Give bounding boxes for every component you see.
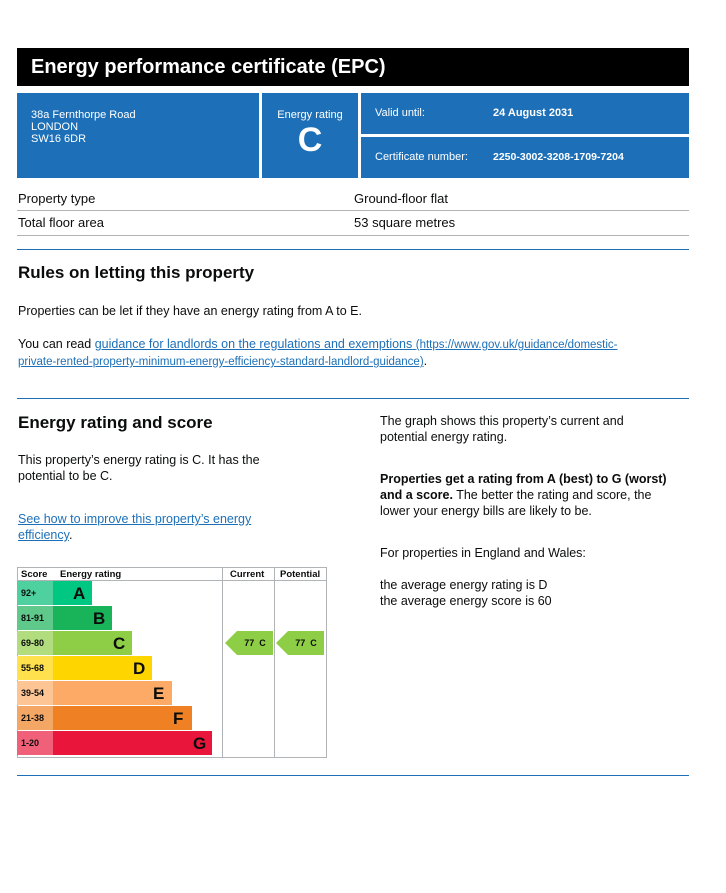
floor-area-label: Total floor area — [18, 215, 104, 230]
band-bar — [53, 581, 92, 605]
band-bar — [53, 606, 112, 630]
chart-header-line — [17, 580, 327, 581]
graph-explanation-line: The graph shows this property’s current … — [380, 414, 624, 428]
graph-explanation: The graph shows this property’s current … — [380, 413, 624, 445]
score-heading: Energy rating and score — [18, 413, 213, 432]
band-score-range: 81-91 — [17, 606, 53, 630]
graph-explanation-line: potential energy rating. — [380, 430, 508, 444]
section-divider — [17, 249, 689, 250]
property-type-label: Property type — [18, 191, 96, 206]
rating-explanation-text: lower your energy bills are likely to be… — [380, 504, 592, 518]
floor-area-value: 53 square metres — [354, 215, 456, 230]
band-bar — [53, 681, 172, 705]
guidance-link-text: guidance for landlords on the regulation… — [94, 337, 413, 351]
band-score-range: 1-20 — [17, 731, 53, 755]
band-score-range: 92+ — [17, 581, 53, 605]
england-wales-text: For properties in England and Wales: — [380, 546, 586, 560]
average-score-line: the average energy score is 60 — [380, 594, 552, 608]
certificate-number-value: 2250-3002-3208-1709-7204 — [493, 151, 624, 163]
divider — [17, 235, 689, 236]
certificate-number-label: Certificate number: — [375, 151, 468, 163]
letting-guidance-paragraph: You can read guidance for landlords on t… — [18, 336, 690, 370]
current-rating-arrow: 77 C — [225, 631, 273, 655]
guidance-link-continued[interactable]: private-rented-property-minimum-energy-e… — [18, 356, 424, 368]
energy-rating-letter: C — [297, 121, 323, 159]
valid-until-label: Valid until: — [375, 107, 425, 119]
chart-column-line — [274, 567, 275, 758]
potential-column-header: Potential — [280, 569, 321, 580]
band-bar — [53, 656, 152, 680]
band-score-range: 21-38 — [17, 706, 53, 730]
energy-rating-label: Energy rating — [277, 109, 343, 121]
current-rating-arrow-label: 77 C — [244, 638, 266, 648]
guidance-link-url: (https://www.gov.uk/guidance/domestic- — [415, 339, 618, 351]
score-paragraph-line: potential to be C. — [18, 469, 113, 483]
band-letter: B — [93, 609, 106, 628]
rating-column-header: Energy rating — [60, 569, 122, 580]
guidance-suffix: . — [423, 354, 428, 368]
band-letter: C — [113, 634, 126, 653]
potential-rating-arrow: 77 C — [276, 631, 324, 655]
letting-paragraph: Properties can be let if they have an en… — [18, 304, 362, 318]
certificate-number-box: Certificate number: 2250-3002-3208-1709-… — [361, 137, 689, 178]
band-bar — [53, 631, 132, 655]
energy-rating-box: Energy rating C — [262, 93, 358, 178]
band-score-range: 55-68 — [17, 656, 53, 680]
potential-rating-arrow-label: 77 C — [295, 638, 317, 648]
band-letter: E — [153, 684, 165, 703]
guidance-link[interactable]: guidance for landlords on the regulation… — [95, 337, 618, 351]
average-rating-line: the average energy rating is D — [380, 578, 548, 592]
average-rating: the average energy rating is D the avera… — [380, 577, 552, 609]
property-address: 38a Fernthorpe Road LONDON SW16 6DR — [17, 93, 259, 178]
improve-efficiency-link-continued[interactable]: efficiency — [18, 528, 69, 542]
score-paragraph-line: This property’s energy rating is C. It h… — [18, 453, 260, 467]
rating-explanation-bold: Properties get a rating from A (best) to… — [380, 472, 667, 486]
address-line-3: SW16 6DR — [31, 133, 87, 145]
band-letter: G — [193, 734, 207, 753]
rating-explanation: Properties get a rating from A (best) to… — [380, 471, 667, 519]
band-score-range: 39-54 — [17, 681, 53, 705]
band-letter: F — [173, 709, 184, 728]
band-score-range: 69-80 — [17, 631, 53, 655]
band-letter: A — [73, 584, 86, 603]
valid-until-box: Valid until: 24 August 2031 — [361, 93, 689, 134]
section-divider — [17, 398, 689, 399]
band-bar — [53, 731, 212, 755]
band-letter: D — [133, 659, 146, 678]
band-bar — [53, 706, 192, 730]
address-line-1: 38a Fernthorpe Road — [31, 109, 136, 121]
rating-explanation-bold: and a score. — [380, 488, 453, 502]
address-line-2: LONDON — [31, 121, 79, 133]
improve-efficiency-link[interactable]: See how to improve this property’s energ… — [18, 512, 252, 526]
chart-column-line — [222, 567, 223, 758]
guidance-prefix: You can read — [18, 337, 95, 351]
current-column-header: Current — [230, 569, 265, 580]
improve-link-block: See how to improve this property’s energ… — [18, 511, 251, 543]
letting-heading: Rules on letting this property — [18, 263, 255, 282]
divider — [17, 210, 689, 211]
rating-explanation-text: The better the rating and score, the — [452, 488, 652, 502]
epc-rating-chart: Score Energy rating Current Potential 92… — [17, 567, 327, 758]
valid-until-value: 24 August 2031 — [493, 107, 574, 119]
property-type-value: Ground-floor flat — [354, 191, 448, 206]
improve-suffix: . — [68, 528, 73, 542]
score-column-header: Score — [21, 569, 48, 580]
section-divider — [17, 775, 689, 776]
page-title: Energy performance certificate (EPC) — [17, 48, 689, 86]
score-paragraph: This property’s energy rating is C. It h… — [18, 452, 260, 484]
